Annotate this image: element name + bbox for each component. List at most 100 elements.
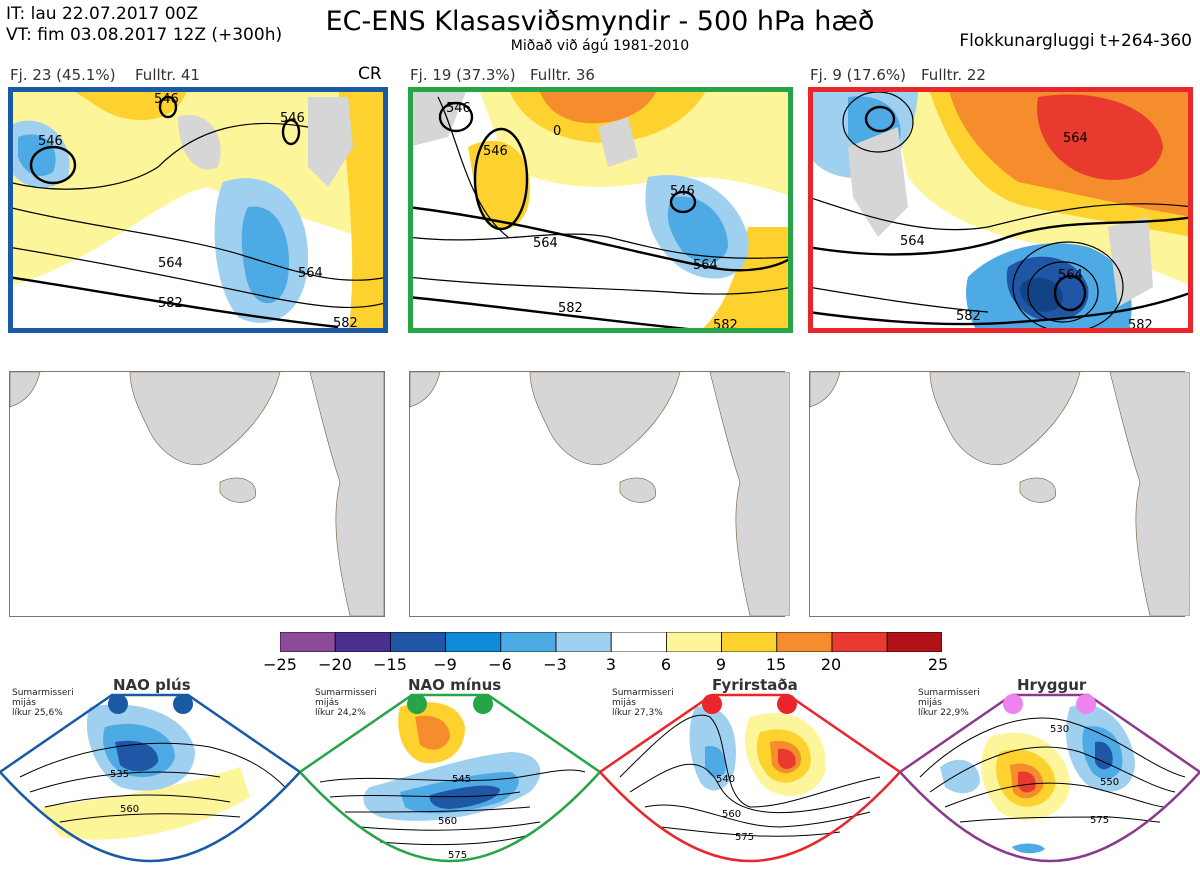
cluster-2-fulltr: Fulltr. 36 [530, 66, 595, 84]
colorbar-tick: −25 [263, 655, 297, 674]
colorbar-swatch [555, 632, 612, 652]
colorbar-swatch [334, 632, 391, 652]
regime-3-probability: líkur 27,3% [612, 708, 663, 718]
regime-3-contour-label: 575 [735, 832, 754, 843]
colorbar-swatch [886, 632, 942, 652]
cluster-3-contour-label: 564 [1058, 268, 1083, 283]
regime-2-season: Sumarmisseri [315, 688, 377, 698]
page-title: EC-ENS Klasasviðsmyndir - 500 hPa hæð [325, 6, 875, 37]
cluster-1-contour-label: 546 [280, 111, 305, 126]
regime-4-contour-label: 575 [1090, 815, 1109, 826]
cluster-2-contour-label: 582 [558, 301, 583, 316]
regime-2-note: Sumarmisseri mijás líkur 24,2% [315, 688, 377, 718]
regime-1-title: NAO plús [113, 676, 191, 694]
cluster-3-contour-label: 564 [1063, 131, 1088, 146]
cluster-1-contour-label: 564 [158, 256, 183, 271]
valid-time: VT: fim 03.08.2017 12Z (+300h) [6, 25, 283, 45]
regime-4-dot [1076, 694, 1096, 714]
regime-1-dot [108, 694, 128, 714]
colorbar-tick: −15 [373, 655, 407, 674]
cluster-2-frame [408, 87, 793, 333]
regime-1-note: Sumarmisseri mijás líkur 25,6% [12, 688, 74, 718]
cluster-3-contour-label: 582 [956, 309, 981, 324]
regime-3-frame [600, 693, 900, 863]
regime-4-title: Hryggur [1017, 676, 1087, 694]
regime-2-frame [300, 693, 600, 863]
regime-4-season: Sumarmisseri [918, 688, 980, 698]
regime-3-contour-label: 540 [716, 774, 735, 785]
cluster-1-map: 546 546 546 564 564 582 582 [8, 87, 388, 333]
colorbar [280, 632, 942, 652]
colorbar-tick: 3 [605, 655, 617, 674]
empty-map-3 [809, 371, 1191, 617]
regime-3-map: 540 560 575 [600, 693, 900, 863]
cluster-1-contour-label: 582 [333, 316, 358, 331]
cluster-3-label: Fj. 9 (17.6%) [810, 66, 906, 84]
header-info: IT: lau 22.07.2017 00Z VT: fim 03.08.201… [6, 4, 282, 46]
colorbar-swatch [776, 632, 833, 652]
cluster-1-contour-label: 546 [38, 134, 63, 149]
colorbar-swatch [665, 632, 722, 652]
regime-1-contour-label: 560 [120, 804, 139, 815]
colorbar-swatch [831, 632, 888, 652]
cluster-2-contour-label: 546 [670, 184, 695, 199]
regime-4-contour-label: 530 [1050, 724, 1069, 735]
regime-4-frame [900, 693, 1200, 863]
cluster-window: Flokkunargluggi t+264-360 [959, 31, 1192, 51]
colorbar-tick: 15 [765, 655, 787, 674]
regime-2-contour-label: 545 [452, 774, 471, 785]
cluster-1-contour-label: 564 [298, 266, 323, 281]
initial-time: IT: lau 22.07.2017 00Z [6, 4, 198, 24]
colorbar-tick: −6 [488, 655, 512, 674]
empty-map-1 [9, 371, 385, 617]
regime-1-season: Sumarmisseri [12, 688, 74, 698]
colorbar-swatch [721, 632, 778, 652]
colorbar-tick: −3 [543, 655, 567, 674]
regime-3-note: Sumarmisseri mijás líkur 27,3% [612, 688, 674, 718]
regime-4-dot [1003, 694, 1023, 714]
cluster-3-map: 564 564 564 582 582 [808, 87, 1193, 333]
regime-1-month: mijás [12, 698, 36, 708]
cluster-1-contour-label: 546 [154, 92, 179, 107]
colorbar-tick: −9 [433, 655, 457, 674]
cluster-1-fulltr: Fulltr. 41 [135, 66, 200, 84]
regime-2-dot [473, 694, 493, 714]
regime-2-contour-label: 575 [448, 850, 467, 861]
colorbar-swatch [610, 632, 667, 652]
regime-4-contour-label: 550 [1100, 777, 1119, 788]
colorbar-swatch [280, 632, 336, 652]
regime-1-frame [0, 693, 300, 863]
colorbar-tick: −20 [318, 655, 352, 674]
cluster-3-fulltr: Fulltr. 22 [921, 66, 986, 84]
cluster-3-frame [808, 87, 1193, 333]
regime-4-month: mijás [918, 698, 942, 708]
cluster-2-contour-label: 546 [483, 144, 508, 159]
regime-1-map: 535 560 [0, 693, 300, 863]
regime-3-title: Fyrirstaða [712, 676, 798, 694]
cluster-2-map: 546 546 0 546 564 564 582 582 [408, 87, 793, 333]
colorbar-tick: 20 [820, 655, 842, 674]
regime-1-probability: líkur 25,6% [12, 708, 63, 718]
regime-1-dot [173, 694, 193, 714]
regime-2-contour-label: 560 [438, 816, 457, 827]
colorbar-tick: 9 [715, 655, 727, 674]
page-subtitle: Miðað við ágú 1981-2010 [510, 38, 690, 54]
regime-2-title: NAO mínus [408, 676, 502, 694]
colorbar-swatch [500, 632, 557, 652]
cluster-2-contour-label: 546 [446, 101, 471, 116]
regime-2-dot [407, 694, 427, 714]
colorbar-tick: 25 [927, 655, 949, 674]
cluster-1-contour-label: 582 [158, 296, 183, 311]
cluster-1-frame [8, 87, 388, 333]
colorbar-swatch [390, 632, 447, 652]
regime-2-map: 545 560 575 [300, 693, 600, 863]
regime-2-month: mijás [315, 698, 339, 708]
regime-3-dot [702, 694, 722, 714]
cluster-1-label: Fj. 23 (45.1%) [10, 66, 116, 84]
empty-map-2 [409, 371, 791, 617]
regime-3-contour-label: 560 [722, 809, 741, 820]
cluster-1-tag: CR [358, 64, 382, 84]
cluster-3-contour-label: 564 [900, 234, 925, 249]
regime-4-probability: líkur 22,9% [918, 708, 969, 718]
colorbar-swatch [445, 632, 502, 652]
